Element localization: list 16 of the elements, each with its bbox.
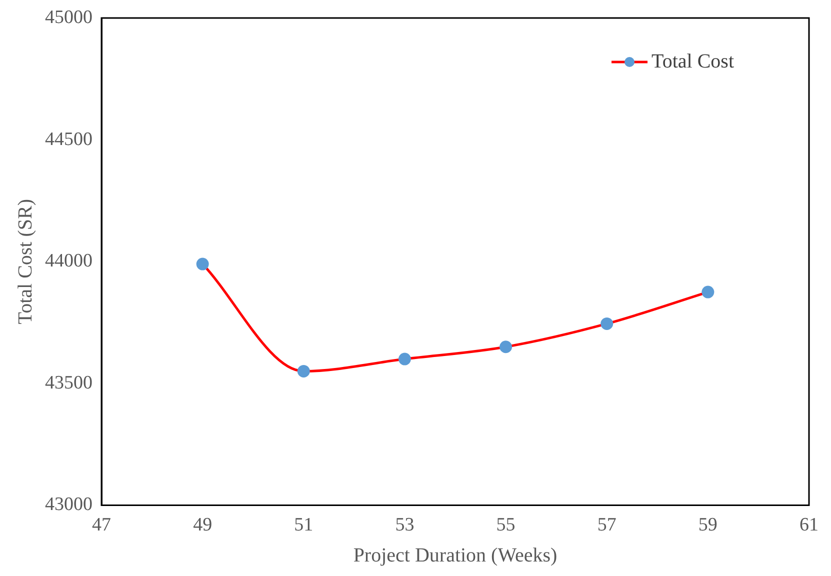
x-tick-label: 53	[395, 514, 414, 536]
x-tick-label: 61	[800, 514, 818, 536]
x-tick-label: 49	[193, 514, 212, 536]
y-tick-label: 44500	[45, 128, 92, 150]
x-axis-title: Project Duration (Weeks)	[353, 544, 558, 566]
x-tick-label: 55	[496, 514, 516, 536]
x-tick-label: 59	[698, 514, 718, 536]
x-tick-label: 47	[92, 514, 111, 536]
legend-label: Total Cost	[652, 50, 734, 72]
y-tick-label: 45000	[45, 6, 92, 28]
y-tick-label: 44000	[45, 250, 92, 272]
x-tick-label: 51	[294, 514, 314, 536]
y-tick-label: 43000	[45, 494, 92, 516]
x-tick-label: 57	[597, 514, 616, 536]
y-tick-label: 43500	[45, 372, 92, 394]
y-axis-title: Total Cost (SR)	[14, 198, 36, 324]
